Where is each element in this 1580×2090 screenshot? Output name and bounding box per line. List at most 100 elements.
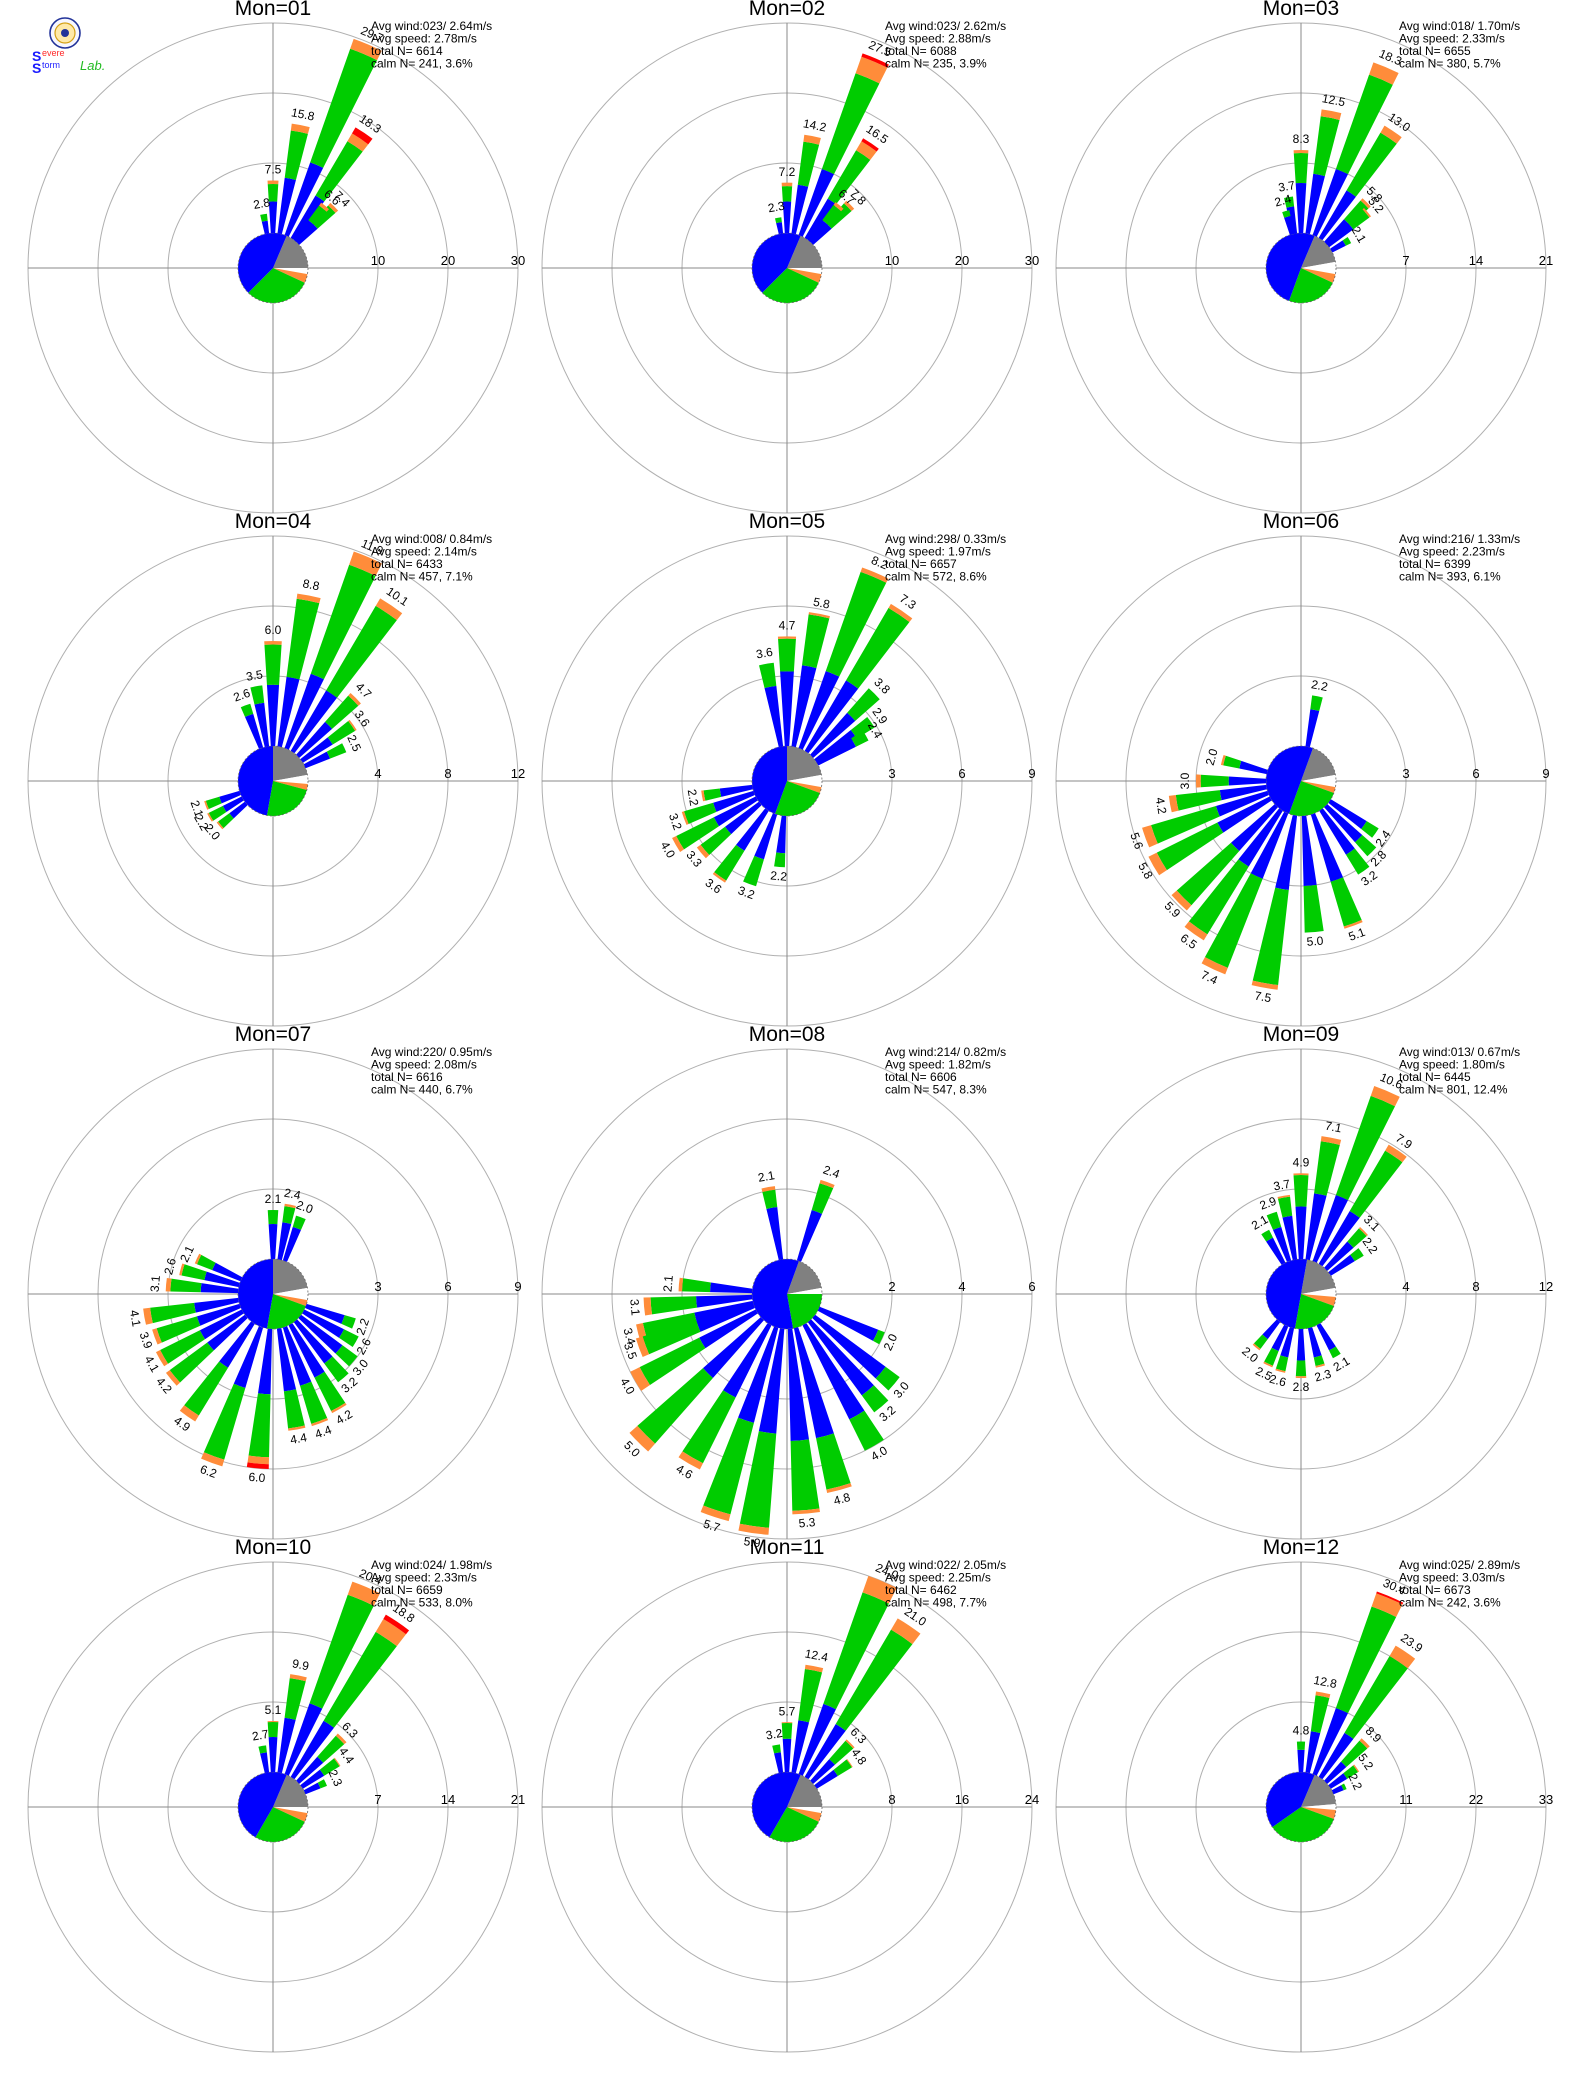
calm-wedge-orange <box>1301 1294 1336 1306</box>
spoke-segment-bin2 <box>1275 1355 1289 1372</box>
calm-wedge-green <box>762 268 819 303</box>
spoke-segment-bin2 <box>267 1210 279 1225</box>
calm-wedge-orange <box>273 781 308 791</box>
spoke-segment-bin1 <box>293 1319 333 1364</box>
spoke-segment-bin3 <box>826 1483 852 1493</box>
spoke-segment-bin4 <box>383 1614 410 1635</box>
spoke-segment-bin2 <box>1349 1150 1403 1218</box>
ring-label: 10 <box>885 253 899 268</box>
spoke-segment-bin3 <box>347 133 369 152</box>
spoke-segment-bin2 <box>1343 1765 1359 1779</box>
spoke-segment-bin3 <box>833 202 844 212</box>
spoke-segment-bin2 <box>339 1329 359 1347</box>
spoke-segment-bin1 <box>1239 760 1268 775</box>
spoke-segment-bin1 <box>284 162 324 237</box>
spoke-segment-bin1 <box>1266 1237 1286 1265</box>
spoke-segment-bin1 <box>219 1321 255 1368</box>
spoke-segment-bin1 <box>254 702 270 747</box>
info-avg-wind: Avg wind:220/ 0.95m/s <box>371 1045 492 1059</box>
spoke-segment-bin3 <box>290 123 310 134</box>
info-calm: calm N= 393, 6.1% <box>1399 570 1501 584</box>
ring-label: 9 <box>1542 766 1549 781</box>
spoke-segment-bin2 <box>309 1594 374 1709</box>
spoke-segment-bin1 <box>810 712 856 758</box>
calm-wedge-orange <box>273 1294 308 1306</box>
spoke-segment-bin2 <box>861 1385 889 1413</box>
spoke-segment-bin2 <box>300 1381 328 1424</box>
spoke-segment-bin2 <box>849 1410 884 1451</box>
spoke-value-label: 7.2 <box>779 165 796 179</box>
spoke-segment-bin1 <box>290 1720 335 1780</box>
spoke-segment-bin1 <box>1330 240 1346 253</box>
ring-label: 21 <box>1539 253 1553 268</box>
spoke-segment-bin2 <box>1282 210 1291 218</box>
spoke-segment-bin2 <box>642 1320 701 1355</box>
spoke-value-label: 5.7 <box>702 1517 723 1536</box>
calm-wedge-gray <box>273 235 308 268</box>
spoke-value-label: 2.0 <box>881 1331 901 1352</box>
spoke-segment-bin2 <box>317 1735 345 1763</box>
spoke-segment-bin3 <box>862 1575 897 1604</box>
ring-label: 33 <box>1539 1792 1553 1807</box>
spoke-segment-bin2 <box>1341 1783 1347 1791</box>
info-avg-speed: Avg speed: 2.88m/s <box>885 32 991 46</box>
calm-wedge-blue <box>237 746 273 816</box>
spoke-segment-bin2 <box>1253 1334 1268 1349</box>
ring-label: 22 <box>1469 1792 1483 1807</box>
spoke-segment-bin2 <box>1361 821 1379 838</box>
info-total: total N= 6673 <box>1399 1583 1471 1597</box>
spoke-segment-bin2 <box>1345 848 1370 875</box>
spoke-segment-bin2 <box>822 204 842 225</box>
spoke-segment-bin2 <box>203 1383 246 1460</box>
info-calm: calm N= 533, 8.0% <box>371 1596 473 1610</box>
spoke-segment-bin3 <box>152 1328 162 1345</box>
info-avg-wind: Avg wind:008/ 0.84m/s <box>371 532 492 546</box>
spoke-segment-bin3 <box>179 1405 199 1422</box>
spoke-segment-bin3 <box>1362 208 1372 218</box>
spoke-segment-bin3 <box>179 1263 185 1276</box>
spoke-segment-bin1 <box>276 1328 297 1392</box>
info-avg-wind: Avg wind:214/ 0.82m/s <box>885 1045 1006 1059</box>
spoke-value-label: 9.9 <box>291 1656 310 1673</box>
spoke-segment-bin1 <box>725 801 762 835</box>
spoke-segment-bin1 <box>300 737 333 763</box>
spoke-segment-bin1 <box>802 1323 865 1420</box>
spoke-segment-bin1 <box>290 195 325 241</box>
spoke-value-label: 4.2 <box>1153 796 1170 815</box>
spoke-segment-bin1 <box>1324 804 1363 843</box>
info-avg-speed: Avg speed: 2.33m/s <box>1399 32 1505 46</box>
spoke-segment-bin2 <box>637 1368 713 1444</box>
spoke-segment-bin1 <box>798 670 840 750</box>
info-avg-wind: Avg wind:025/ 2.89m/s <box>1399 1558 1520 1572</box>
spoke-segment-bin1 <box>1297 1749 1305 1773</box>
spoke-value-label: 2.2 <box>1310 677 1329 694</box>
spoke-segment-bin3 <box>1142 825 1158 848</box>
spoke-value-label: 2.3 <box>1313 1367 1333 1385</box>
ring-label: 11 <box>1399 1792 1413 1807</box>
spoke-segment-bin3 <box>629 1425 656 1452</box>
info-calm: calm N= 547, 8.3% <box>885 1083 987 1097</box>
calm-wedge-orange <box>787 1807 822 1822</box>
panel-title: Mon=07 <box>235 1023 311 1046</box>
spoke-segment-bin3 <box>1293 1173 1309 1176</box>
calm-wedge-green <box>1289 268 1333 304</box>
spoke-segment-bin2 <box>170 1278 202 1293</box>
spoke-segment-bin2 <box>1264 1347 1279 1366</box>
spoke-segment-bin1 <box>1215 790 1269 817</box>
calm-wedge-green <box>255 1807 305 1842</box>
spoke-value-label: 7.4 <box>1199 968 1220 988</box>
info-avg-speed: Avg speed: 2.78m/s <box>371 32 477 46</box>
spoke-segment-bin3 <box>843 200 855 212</box>
spoke-segment-bin2 <box>684 802 717 824</box>
spoke-segment-bin1 <box>1328 799 1367 830</box>
calm-wedge-blue <box>237 1259 273 1329</box>
spoke-value-label: 2.4 <box>1273 192 1293 210</box>
spoke-segment-bin3 <box>1369 62 1399 85</box>
spoke-segment-bin2 <box>774 852 786 868</box>
spoke-segment-bin2 <box>1343 200 1369 226</box>
